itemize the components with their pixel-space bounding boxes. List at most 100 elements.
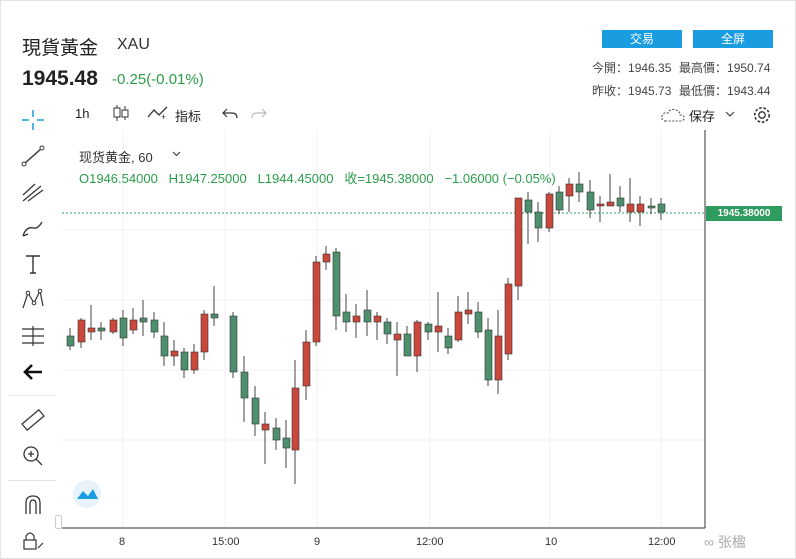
candle bbox=[261, 412, 270, 464]
candle bbox=[66, 328, 75, 350]
candle-body bbox=[393, 333, 402, 341]
candle bbox=[302, 330, 311, 400]
candle-body bbox=[139, 317, 148, 323]
candle bbox=[251, 386, 260, 436]
candle-body bbox=[229, 315, 238, 373]
legend-open: O1946.54000 bbox=[79, 171, 158, 186]
ohlc-legend: O1946.54000 H1947.25000 L1944.45000 收=19… bbox=[79, 168, 556, 187]
legend-chevron-icon[interactable] bbox=[172, 151, 181, 157]
high-stat: 最高價：1950.74 bbox=[679, 61, 771, 75]
candle bbox=[210, 286, 219, 326]
widget-logo-badge bbox=[73, 480, 101, 508]
candle-body bbox=[464, 309, 473, 315]
candle-body bbox=[636, 203, 645, 213]
candle-body bbox=[129, 319, 138, 331]
candle-body bbox=[474, 311, 483, 333]
x-tick: 10 bbox=[545, 536, 558, 548]
candle-body bbox=[109, 319, 118, 333]
candle bbox=[119, 310, 128, 346]
fib-tool-icon[interactable] bbox=[20, 180, 46, 204]
candle bbox=[413, 320, 422, 372]
candle bbox=[555, 186, 564, 214]
fullscreen-button[interactable]: 全屏 bbox=[693, 30, 773, 48]
candle bbox=[403, 326, 412, 357]
prediction-tool-icon[interactable] bbox=[20, 324, 46, 348]
candle-body bbox=[312, 261, 321, 343]
candle bbox=[626, 178, 635, 222]
legend-low: L1944.45000 bbox=[257, 171, 334, 186]
candle bbox=[586, 180, 595, 218]
price-change: -0.25(-0.01%) bbox=[112, 71, 204, 88]
open-label: 今開 bbox=[592, 61, 617, 75]
undo-icon[interactable] bbox=[222, 106, 238, 120]
low-value: 1943.44 bbox=[727, 84, 771, 98]
candle bbox=[534, 202, 543, 242]
magnet-icon[interactable] bbox=[20, 492, 46, 516]
candle bbox=[312, 256, 321, 346]
redo-icon[interactable] bbox=[251, 106, 267, 120]
x-tick: 12:00 bbox=[648, 536, 676, 548]
settings-gear-icon[interactable] bbox=[752, 105, 772, 125]
candle bbox=[383, 318, 392, 344]
prevclose-label: 昨收 bbox=[592, 84, 617, 98]
candle bbox=[291, 360, 300, 484]
grid bbox=[62, 130, 705, 528]
pattern-tool-icon[interactable] bbox=[20, 288, 46, 312]
last-price: 1945.48 bbox=[22, 67, 98, 90]
candle-body bbox=[170, 350, 179, 357]
indicators-button[interactable]: 指标 bbox=[175, 109, 202, 124]
text-tool-icon[interactable] bbox=[20, 252, 46, 276]
candle-body bbox=[413, 321, 422, 357]
candle bbox=[596, 196, 605, 222]
trend-line-icon[interactable] bbox=[20, 144, 46, 168]
candle bbox=[322, 246, 331, 270]
candle bbox=[606, 174, 615, 207]
sidebar-divider bbox=[8, 395, 56, 396]
candle-body bbox=[545, 193, 554, 229]
interval-selector[interactable]: 1h bbox=[75, 106, 90, 121]
candle-body bbox=[534, 211, 543, 229]
x-tick: 9 bbox=[314, 536, 321, 548]
chevron-down-icon[interactable] bbox=[725, 111, 735, 118]
candle-body bbox=[657, 203, 666, 213]
candle-body bbox=[77, 319, 86, 343]
candle bbox=[150, 312, 159, 338]
instrument-title: 現貨黃金 bbox=[22, 38, 99, 59]
lock-drawing-icon[interactable] bbox=[20, 528, 46, 552]
indicators-icon[interactable]: + bbox=[147, 105, 169, 121]
candle bbox=[363, 290, 372, 336]
candle bbox=[565, 178, 574, 212]
candle bbox=[282, 420, 291, 468]
candle bbox=[129, 308, 138, 334]
candle-body bbox=[626, 203, 635, 213]
candle bbox=[657, 198, 666, 220]
candle-body bbox=[87, 327, 96, 333]
ruler-icon[interactable] bbox=[20, 408, 46, 432]
candle-body bbox=[403, 333, 412, 357]
candle bbox=[504, 278, 513, 360]
save-button[interactable]: 保存 bbox=[689, 109, 716, 124]
candle-body bbox=[647, 205, 656, 209]
zoom-in-icon[interactable] bbox=[20, 444, 46, 468]
back-arrow-icon[interactable] bbox=[20, 360, 46, 384]
legend-name: 现货黄金, 60 bbox=[79, 150, 153, 165]
sidebar-collapse-handle[interactable] bbox=[55, 515, 62, 529]
x-tick: 12:00 bbox=[416, 536, 444, 548]
candle bbox=[87, 305, 96, 340]
trade-button[interactable]: 交易 bbox=[602, 30, 682, 48]
candle bbox=[180, 348, 189, 378]
candle bbox=[575, 172, 584, 202]
crosshair-icon[interactable] bbox=[20, 108, 46, 132]
candle-body bbox=[434, 325, 443, 333]
candle-body bbox=[97, 327, 106, 332]
candle-body bbox=[575, 183, 584, 193]
candle-type-icon[interactable] bbox=[112, 104, 130, 122]
candle bbox=[332, 248, 341, 330]
candle bbox=[545, 192, 554, 232]
brush-icon[interactable] bbox=[20, 216, 46, 240]
instrument-symbol: XAU bbox=[117, 36, 150, 53]
cloud-icon[interactable] bbox=[660, 107, 686, 123]
candle-body bbox=[332, 251, 341, 317]
candle-body bbox=[190, 351, 199, 371]
